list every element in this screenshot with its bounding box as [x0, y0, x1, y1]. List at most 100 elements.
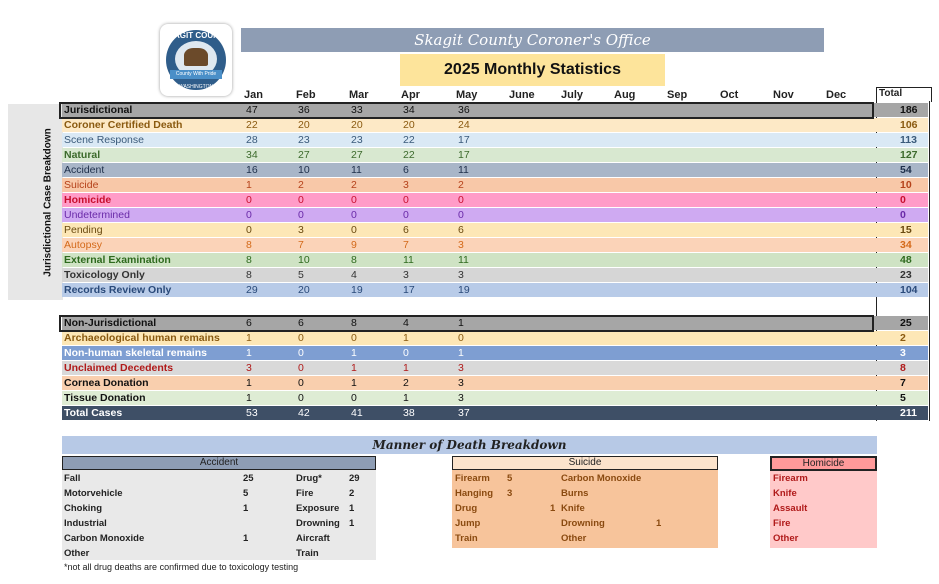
manner-item: Other [64, 548, 90, 559]
manner-item: Knife [561, 503, 585, 514]
month-header: Dec [826, 89, 847, 101]
month-value: 6 [298, 317, 304, 329]
eagle-icon [184, 48, 208, 66]
manner-item: 1 [243, 503, 249, 514]
month-value: 11 [458, 164, 469, 176]
total-header: Total [876, 87, 932, 102]
month-value: 20 [298, 119, 310, 131]
row-label: Suicide [64, 179, 99, 191]
month-value: 5 [298, 269, 304, 281]
month-value: 0 [403, 347, 409, 359]
month-value: 1 [351, 362, 357, 374]
month-value: 47 [246, 104, 258, 116]
row-label: External Examination [64, 254, 171, 266]
month-value: 17 [403, 284, 415, 296]
month-value: 53 [246, 407, 258, 419]
month-value: 0 [246, 209, 252, 221]
row-total: 0 [900, 194, 906, 206]
month-value: 6 [458, 224, 464, 236]
month-header: Aug [614, 89, 636, 101]
row-label: Records Review Only [64, 284, 172, 296]
month-value: 0 [403, 209, 409, 221]
month-value: 0 [246, 194, 252, 206]
manner-item: Hanging [455, 488, 493, 499]
month-value: 3 [458, 269, 464, 281]
month-value: 1 [351, 377, 357, 389]
row-label: Archaeological human remains [64, 332, 220, 344]
manner-item: Fire [296, 488, 314, 499]
manner-item: 29 [349, 473, 360, 484]
table-row: Non-human skeletal remains 1 0 1 0 1 3 [62, 346, 928, 360]
manner-item: Other [773, 533, 799, 544]
manner-item: Fire [773, 518, 791, 529]
month-header: July [561, 89, 584, 101]
month-value: 36 [298, 104, 310, 116]
table-row: Archaeological human remains 1 0 0 1 0 2 [62, 331, 928, 345]
manner-item: Carbon Monoxide [64, 533, 145, 544]
month-value: 8 [351, 254, 357, 266]
row-label: Cornea Donation [64, 377, 149, 389]
manner-item: Train [296, 548, 319, 559]
row-label: Natural [64, 149, 101, 161]
month-value: 23 [351, 134, 363, 146]
side-label: Jurisdictional Case Breakdown [42, 128, 54, 277]
month-value: 0 [458, 332, 464, 344]
month-value: 0 [351, 392, 357, 404]
month-value: 41 [351, 407, 363, 419]
month-value: 28 [246, 134, 258, 146]
month-value: 17 [458, 134, 470, 146]
month-value: 8 [246, 269, 252, 281]
row-total: 104 [900, 284, 918, 296]
row-label: Pending [64, 224, 103, 236]
manner-item: 1 [656, 518, 662, 529]
month-value: 0 [298, 377, 304, 389]
month-value: 0 [458, 194, 464, 206]
row-total: 23 [900, 269, 912, 281]
month-value: 20 [351, 119, 363, 131]
month-value: 0 [458, 209, 464, 221]
row-total: 48 [900, 254, 912, 266]
month-value: 1 [403, 332, 409, 344]
row-total: 106 [900, 119, 918, 131]
table-row: Natural 34 27 27 22 17 127 [62, 148, 928, 162]
month-value: 20 [403, 119, 415, 131]
month-value: 0 [298, 347, 304, 359]
row-total: 8 [900, 362, 906, 374]
table-row: Coroner Certified Death 22 20 20 20 24 106 [62, 118, 928, 132]
manner-item: Fall [64, 473, 81, 484]
table-row: Autopsy 8 7 9 7 3 34 [62, 238, 928, 252]
month-value: 6 [403, 164, 409, 176]
county-logo: SKAGIT COUNTY County With Pride WASHINGT… [160, 24, 232, 96]
month-header: Feb [296, 89, 316, 101]
row-label: Total Cases [64, 407, 123, 419]
manner-item: 1 [550, 503, 556, 514]
month-value: 0 [298, 209, 304, 221]
month-header: June [509, 89, 535, 101]
manner-item: Jump [455, 518, 481, 529]
table-row: External Examination 8 10 8 11 11 48 [62, 253, 928, 267]
table-row: Scene Response 28 23 23 22 17 113 [62, 133, 928, 147]
month-value: 3 [403, 269, 409, 281]
logo-banner: County With Pride [170, 70, 222, 79]
manner-item: Burns [561, 488, 589, 499]
month-value: 1 [246, 377, 252, 389]
side-panel [8, 104, 63, 300]
month-value: 1 [246, 347, 252, 359]
month-value: 3 [246, 362, 252, 374]
month-value: 0 [403, 194, 409, 206]
row-label: Coroner Certified Death [64, 119, 183, 131]
month-value: 0 [298, 194, 304, 206]
month-value: 1 [246, 332, 252, 344]
table-row: Jurisdictional 47 36 33 34 36 186 [62, 103, 928, 117]
row-total: 2 [900, 332, 906, 344]
month-value: 4 [351, 269, 357, 281]
month-value: 3 [458, 362, 464, 374]
manner-item: 3 [507, 488, 513, 499]
month-value: 1 [458, 317, 464, 329]
table-row: Accident 16 10 11 6 11 54 [62, 163, 928, 177]
manner-item: Drowning [296, 518, 340, 529]
month-value: 1 [458, 347, 464, 359]
table-row: Tissue Donation 1 0 0 1 3 5 [62, 391, 928, 405]
manner-item: Firearm [455, 473, 490, 484]
month-value: 23 [298, 134, 310, 146]
